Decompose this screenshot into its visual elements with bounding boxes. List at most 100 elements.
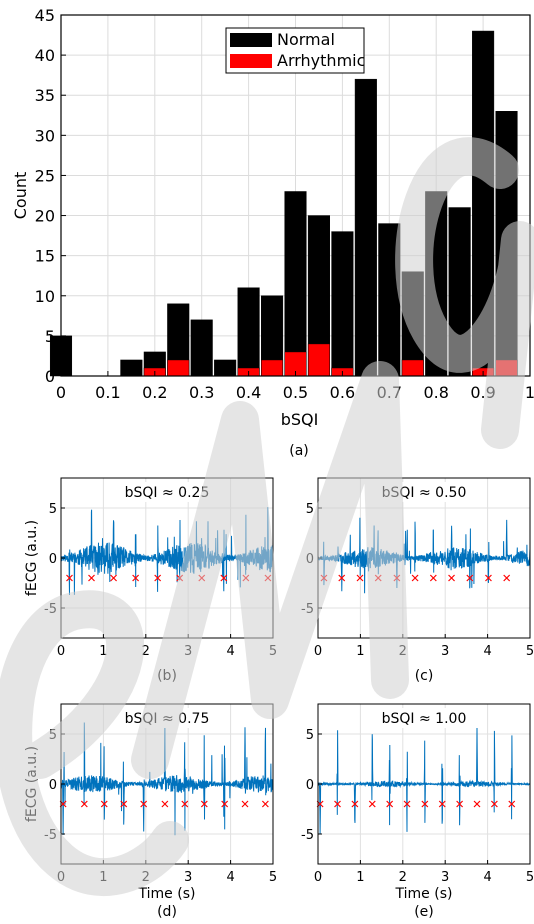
peak-marker (490, 800, 498, 808)
x-tick-label: 0 (314, 644, 322, 659)
bar-normal (284, 191, 307, 377)
peak-marker (66, 574, 73, 582)
peak-marker (438, 800, 446, 808)
y-tick-label: 0 (49, 778, 57, 793)
bar-normal (214, 359, 237, 377)
x-tick-label: 4 (226, 644, 234, 659)
x-tick-label: 1 (525, 383, 534, 402)
peak-marker-stroke (368, 800, 376, 808)
x-tick-label: 5 (269, 870, 277, 885)
peak-marker-stroke (200, 800, 208, 808)
peak-marker (140, 800, 148, 808)
watermark (0, 137, 534, 896)
peak-marker-stroke (411, 574, 419, 582)
peak-marker (181, 800, 189, 808)
x-tick-label: 4 (226, 870, 234, 885)
peak-marker-stroke (334, 800, 341, 808)
peak-marker-stroke (241, 800, 249, 808)
peak-marker-stroke (338, 574, 346, 582)
y-tick-label: 0 (306, 778, 314, 793)
x-tick-label: 3 (441, 644, 449, 659)
y-tick-label: 10 (35, 287, 55, 306)
peak-marker (261, 800, 269, 808)
peak-marker-stroke (438, 800, 446, 808)
caption: (d) (157, 904, 177, 920)
bar-normal (354, 78, 377, 377)
peak-marker (110, 574, 118, 582)
peak-marker (334, 800, 341, 808)
peak-marker-stroke (485, 574, 492, 582)
y-tick-label: 5 (306, 502, 314, 517)
y-tick-label: 5 (49, 502, 57, 517)
peak-marker (448, 574, 455, 582)
caption: (e) (414, 904, 434, 920)
x-tick-label: 5 (526, 644, 534, 659)
legend-label-arrhythmic: Arrhythmic (277, 51, 365, 70)
peak-marker (221, 800, 229, 808)
peak-marker-stroke (448, 574, 455, 582)
peak-marker (386, 800, 394, 808)
x-tick-label: 3 (441, 870, 449, 885)
y-tick-label: 0 (49, 552, 57, 567)
y-tick-label: 45 (35, 6, 55, 25)
peak-marker-stroke (120, 800, 128, 808)
peak-marker-stroke (466, 574, 474, 582)
peak-marker (485, 574, 492, 582)
y-tick-label: 40 (35, 46, 55, 65)
peak-marker (466, 574, 474, 582)
x-tick-label: 1 (99, 644, 107, 659)
bar-arrhythmic (167, 359, 190, 377)
peak-marker-stroke (181, 800, 189, 808)
y-tick-label: 15 (35, 247, 55, 266)
x-tick-label: 0.2 (142, 383, 167, 402)
peak-marker-stroke (508, 800, 516, 808)
y-tick-label: 5 (306, 728, 314, 743)
x-tick-label: 3 (184, 870, 192, 885)
legend-swatch-arrhythmic (230, 54, 272, 68)
ecg-trace (60, 720, 274, 836)
peak-marker-stroke (132, 574, 140, 582)
bar-normal (331, 231, 354, 377)
peak-marker-stroke (503, 574, 511, 582)
peak-marker-stroke (140, 800, 148, 808)
peak-marker-stroke (100, 800, 108, 808)
y-tick-label: 5 (45, 327, 55, 346)
peak-marker (200, 800, 208, 808)
peak-marker (473, 800, 481, 808)
x-tick-label: 2 (399, 870, 407, 885)
peak-marker (508, 800, 516, 808)
x-tick-label: 2 (142, 644, 150, 659)
x-tick-label: 0.1 (95, 383, 120, 402)
panel-title-text: bSQI ≈ 1.00 (382, 711, 467, 727)
peak-marker-stroke (351, 800, 359, 808)
panel-title-text: bSQI ≈ 0.25 (125, 485, 210, 501)
y-tick-label: 20 (35, 207, 55, 226)
caption: (a) (289, 443, 309, 459)
y-axis-label: fECG (a.u.) (24, 520, 40, 596)
peak-marker-stroke (429, 574, 437, 582)
y-tick-label: 25 (35, 166, 55, 185)
peak-marker (351, 800, 359, 808)
peak-marker (241, 800, 249, 808)
peak-marker (220, 574, 228, 582)
peak-marker-stroke (66, 574, 73, 582)
x-tick-label: 0.3 (189, 383, 214, 402)
x-axis-label: Time (s) (138, 886, 196, 902)
legend-swatch-normal (230, 33, 272, 47)
x-tick-label: 0.5 (283, 383, 308, 402)
watermark-letter-m (131, 361, 409, 779)
peak-marker-stroke (110, 574, 118, 582)
y-axis-label: Count (11, 172, 30, 220)
panel-title-bg (112, 482, 222, 502)
x-axis-label: Time (s) (395, 886, 453, 902)
x-tick-label: 0.6 (330, 383, 355, 402)
peak-marker (88, 574, 95, 582)
peak-marker (421, 800, 429, 808)
peak-marker-stroke (456, 800, 464, 808)
x-tick-label: 0 (57, 644, 65, 659)
peak-marker (132, 574, 140, 582)
peak-marker-stroke (473, 800, 481, 808)
panel-title: bSQI ≈ 1.00 (369, 708, 479, 728)
peak-marker-stroke (386, 800, 394, 808)
ecg-trace (317, 517, 531, 594)
